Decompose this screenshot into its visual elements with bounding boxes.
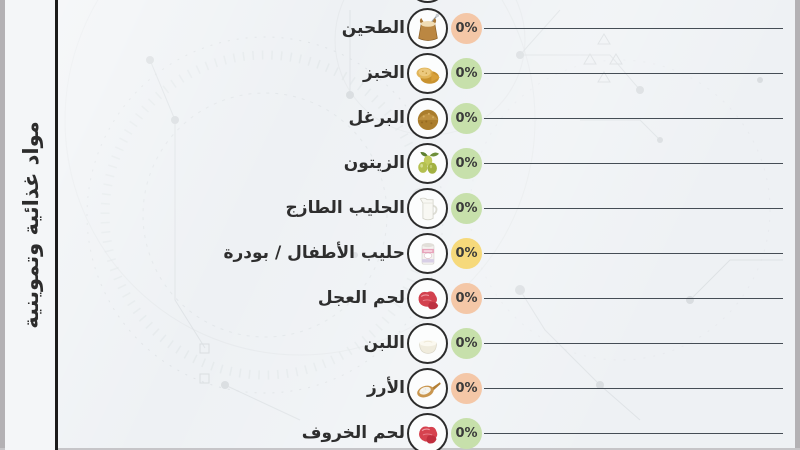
sidebar-divider [55, 0, 58, 450]
value-badge: 0% [451, 283, 482, 314]
value-badge: 0% [451, 328, 482, 359]
lamb-meat-icon [407, 413, 448, 450]
category-title: مواد غذائية وتموينية [18, 121, 43, 329]
connector-line [484, 388, 783, 389]
value-badge: 0% [451, 238, 482, 269]
frame-right [795, 0, 800, 450]
connector-line [484, 208, 783, 209]
item-label: اللبن [363, 333, 405, 354]
connector-line [484, 73, 783, 74]
connector-line [484, 253, 783, 254]
veal-meat-icon [407, 278, 448, 319]
frame-bottom [0, 448, 800, 450]
value-badge: 0% [451, 103, 482, 134]
flour-sack-icon [407, 8, 448, 49]
item-label: الخبز [363, 63, 405, 84]
connector-line [484, 343, 783, 344]
olives-icon [407, 143, 448, 184]
item-label: حليب الأطفال / بودرة [223, 243, 405, 264]
yogurt-icon [407, 323, 448, 364]
item-label: الطحين [341, 18, 405, 39]
connector-line [484, 118, 783, 119]
bread-icon [407, 53, 448, 94]
value-badge: 0% [451, 373, 482, 404]
item-label: الزيتون [343, 153, 405, 174]
value-badge: 0% [451, 13, 482, 44]
connector-line [484, 163, 783, 164]
frame-left [0, 0, 5, 450]
connector-line [484, 298, 783, 299]
formula-can-icon [407, 233, 448, 274]
category-sidebar: مواد غذائية وتموينية [5, 0, 56, 450]
cutoff-item-circle [407, 0, 448, 3]
connector-line [484, 433, 783, 434]
rice-spoon-icon [407, 368, 448, 409]
bulgur-icon [407, 98, 448, 139]
connector-line [484, 28, 783, 29]
item-label: الأرز [366, 378, 405, 399]
item-label: لحم الخروف [301, 423, 405, 444]
item-label: البرغل [348, 108, 405, 129]
value-badge: 0% [451, 418, 482, 449]
item-label: الحليب الطازج [285, 198, 405, 219]
milk-jug-icon [407, 188, 448, 229]
value-badge: 0% [451, 193, 482, 224]
value-badge: 0% [451, 58, 482, 89]
value-badge: 0% [451, 148, 482, 179]
item-label: لحم العجل [317, 288, 405, 309]
